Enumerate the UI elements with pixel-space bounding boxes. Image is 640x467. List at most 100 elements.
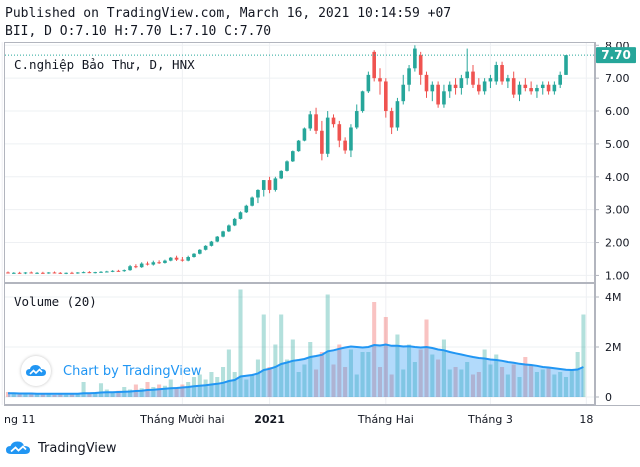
volume-tick-label: 4M bbox=[605, 291, 622, 304]
volume-bar bbox=[383, 317, 388, 397]
volume-bar bbox=[523, 357, 528, 397]
candle-body bbox=[105, 271, 109, 273]
price-tick-label: 8.00 bbox=[605, 42, 630, 52]
candle-body bbox=[302, 128, 307, 141]
volume-bar bbox=[98, 383, 104, 397]
candle-body bbox=[58, 272, 63, 274]
volume-bar bbox=[476, 372, 481, 397]
candle-body bbox=[186, 257, 190, 261]
candle-body bbox=[494, 65, 499, 82]
ohlc-line: BII, D O:7.10 H:7.70 L:7.10 C:7.70 bbox=[5, 24, 272, 39]
candle-body bbox=[41, 272, 45, 274]
volume-bar bbox=[453, 367, 458, 397]
candle-body bbox=[6, 272, 10, 274]
candle-body bbox=[174, 257, 179, 260]
candle-body bbox=[366, 74, 371, 92]
candle-body bbox=[128, 266, 132, 271]
candle-body bbox=[296, 140, 301, 152]
candle-body bbox=[209, 241, 214, 246]
candle-body bbox=[12, 272, 16, 274]
candle-body bbox=[110, 270, 115, 272]
volume-bar bbox=[5, 392, 11, 397]
volume-bar bbox=[337, 344, 342, 397]
candle-body bbox=[413, 48, 417, 69]
volume-bar bbox=[162, 385, 167, 397]
time-tick-label: 2021 bbox=[254, 413, 285, 426]
volume-bar bbox=[436, 359, 441, 397]
volume-bar bbox=[232, 372, 237, 397]
candle-body bbox=[163, 260, 167, 263]
candle-body bbox=[540, 84, 545, 89]
volume-bar bbox=[46, 394, 51, 397]
candle-body bbox=[389, 111, 394, 128]
candle-body bbox=[360, 91, 365, 112]
candle-body bbox=[337, 124, 342, 141]
volume-bar bbox=[11, 393, 16, 397]
volume-bar bbox=[500, 367, 505, 397]
volume-bar bbox=[139, 388, 144, 397]
price-tick-label: 7.00 bbox=[605, 72, 630, 85]
candle-body bbox=[500, 65, 504, 82]
candle-body bbox=[87, 272, 92, 274]
candle-body bbox=[517, 84, 522, 95]
volume-bar bbox=[418, 349, 423, 397]
candle-body bbox=[471, 71, 475, 85]
volume-bar bbox=[360, 352, 365, 397]
volume-bar bbox=[93, 392, 98, 397]
volume-bar bbox=[575, 352, 580, 397]
price-tick-label: 3.00 bbox=[605, 204, 630, 217]
volume-bar bbox=[552, 374, 557, 397]
volume-tick-label: 2M bbox=[605, 341, 622, 354]
volume-bar bbox=[494, 354, 499, 397]
price-tick-label: 4.00 bbox=[605, 171, 630, 184]
watermark-text: Chart by TradingView bbox=[63, 363, 202, 379]
volume-bar bbox=[238, 289, 243, 397]
volume-bar bbox=[302, 364, 307, 397]
price-tick-label: 6.00 bbox=[605, 105, 630, 118]
volume-bar bbox=[488, 364, 493, 397]
footer-brand-text: TradingView bbox=[38, 440, 117, 456]
candle-body bbox=[442, 91, 446, 105]
candle-body bbox=[418, 55, 423, 75]
candle-body bbox=[285, 161, 289, 171]
footer-brand[interactable]: TradingView bbox=[6, 440, 117, 456]
volume-bar bbox=[389, 374, 394, 397]
candle-body bbox=[35, 272, 39, 274]
time-tick-label: Tháng Hai bbox=[357, 413, 414, 426]
volume-bar bbox=[534, 372, 539, 397]
volume-bar bbox=[35, 394, 40, 397]
candle-body bbox=[238, 212, 243, 219]
volume-ma-area bbox=[8, 344, 584, 397]
candle-body bbox=[378, 78, 382, 82]
volume-tick-label: 0 bbox=[605, 391, 612, 404]
candle-body bbox=[23, 272, 28, 274]
candle-body bbox=[395, 101, 400, 128]
time-tick-label: Tháng Mười hai bbox=[139, 413, 224, 426]
candle-body bbox=[221, 231, 225, 237]
price-candles bbox=[6, 45, 568, 275]
stock-chart[interactable]: 8.00 7.00 6.00 5.00 4.00 3.00 2.00 1.00 4M 2M 0 n… bbox=[0, 42, 640, 432]
candle-body bbox=[122, 270, 127, 272]
volume-bar bbox=[505, 374, 510, 397]
volume-bar bbox=[407, 344, 412, 397]
candle-body bbox=[308, 114, 313, 129]
volume-bar bbox=[563, 377, 569, 397]
candle-body bbox=[151, 262, 156, 265]
price-tick-label: 2.00 bbox=[605, 237, 630, 250]
volume-bar bbox=[319, 352, 324, 397]
volume-bar bbox=[366, 352, 371, 397]
candle-body bbox=[168, 257, 173, 261]
grid-lines bbox=[1, 42, 595, 405]
volume-ma-line bbox=[8, 343, 584, 395]
volume-bar bbox=[69, 394, 74, 397]
candle-body bbox=[546, 84, 551, 92]
volume-bars bbox=[5, 289, 586, 397]
candle-body bbox=[511, 78, 516, 95]
price-tick-label: 1.00 bbox=[605, 269, 630, 282]
candle-body bbox=[465, 71, 469, 79]
candle-body bbox=[192, 253, 196, 258]
volume-bar bbox=[395, 334, 400, 397]
volume-bar bbox=[517, 377, 522, 397]
candle-body bbox=[558, 74, 562, 85]
price-tick-label: 5.00 bbox=[605, 138, 630, 151]
